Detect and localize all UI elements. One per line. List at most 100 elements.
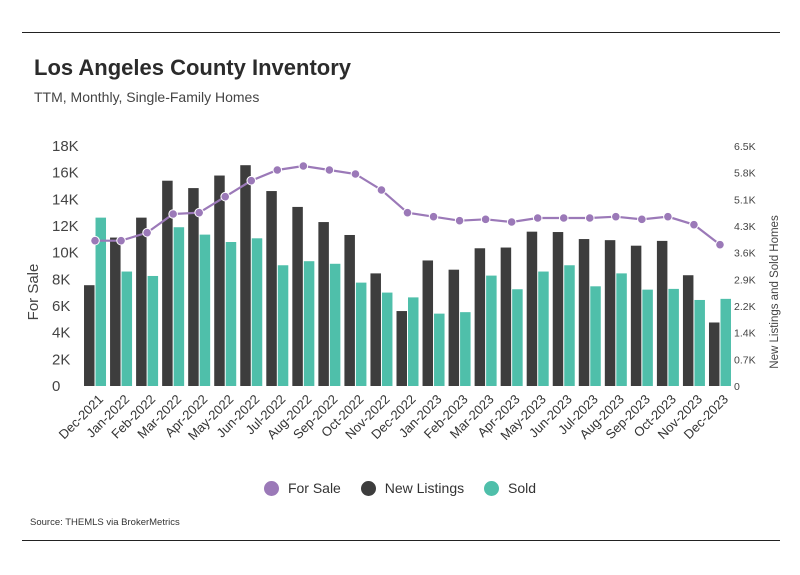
new-listings-bar: [682, 275, 694, 386]
sold-bar: [512, 289, 523, 386]
right-tick-label: 4.3K: [734, 221, 756, 233]
new-listings-bar: [656, 240, 668, 386]
legend-swatch-sold: [484, 480, 500, 496]
legend-item-new-listings: New Listings: [360, 480, 465, 496]
legend-label-sold: Sold: [508, 480, 537, 496]
for-sale-point: [272, 165, 283, 175]
sold-bar: [616, 273, 627, 386]
sold-bar: [121, 271, 133, 386]
new-listings-bar: [214, 175, 225, 386]
for-sale-point: [428, 211, 439, 222]
new-listings-bar: [240, 165, 251, 386]
for-sale-point: [506, 217, 517, 227]
for-sale-point: [298, 161, 309, 171]
for-sale-point: [611, 211, 621, 222]
for-sale-point: [558, 213, 569, 223]
legend-swatch-new-listings: [360, 480, 376, 496]
legend-item-sold: Sold: [484, 480, 536, 496]
chart-title: Los Angeles County Inventory: [34, 55, 352, 80]
sold-bar: [95, 217, 107, 386]
inventory-chart: 0 2K 4K 6K 8K 10K 12K 14K 16K 18K 0 0.7K 1.4K 2.2K 2.9…: [25, 138, 781, 443]
for-sale-point: [324, 165, 335, 175]
left-tick-label: 2K: [52, 351, 70, 368]
sold-bar: [225, 242, 237, 386]
new-listings-bar: [552, 232, 564, 386]
new-listings-bar: [500, 247, 512, 386]
left-tick-label: 4K: [52, 325, 70, 342]
right-tick-label: 0.7K: [734, 354, 756, 366]
legend-label-new-listings: New Listings: [384, 480, 465, 496]
right-tick-label: 2.2K: [734, 301, 756, 313]
for-sale-point: [480, 214, 491, 225]
left-tick-label: 18K: [52, 138, 79, 155]
sold-bar: [173, 227, 185, 386]
sold-bar: [590, 286, 601, 386]
sold-bar: [303, 261, 315, 386]
new-listings-bar: [84, 285, 95, 386]
left-tick-label: 0: [52, 378, 60, 395]
new-listings-bar: [474, 248, 486, 386]
new-listings-bar: [266, 191, 277, 386]
for-sale-point: [402, 207, 413, 218]
right-tick-label: 6.5K: [734, 141, 756, 153]
left-tick-label: 10K: [52, 245, 79, 262]
for-sale-point: [220, 191, 231, 202]
legend-item-for-sale: For Sale: [263, 480, 341, 496]
sold-bar: [720, 298, 731, 386]
sold-bar: [251, 238, 263, 386]
right-tick-label: 5.8K: [734, 168, 756, 180]
left-tick-label: 6K: [52, 298, 70, 315]
for-sale-point: [142, 227, 152, 238]
new-listings-bar: [318, 222, 329, 386]
right-tick-label: 2.9K: [734, 274, 756, 286]
sold-bar: [329, 263, 341, 386]
new-listings-bar: [292, 206, 303, 386]
for-sale-point: [90, 235, 100, 246]
sold-bar: [694, 299, 705, 386]
sold-bar: [564, 265, 575, 386]
left-tick-label: 8K: [52, 271, 70, 288]
sold-bar: [355, 282, 367, 386]
for-sale-point: [168, 209, 178, 219]
new-listings-bar: [188, 188, 199, 386]
sold-bar: [408, 297, 419, 386]
for-sale-point: [350, 169, 361, 179]
sold-bar: [486, 275, 497, 386]
new-listings-bar: [422, 260, 434, 386]
new-listings-bar: [708, 322, 720, 386]
chart-subtitle: TTM, Monthly, Single-Family Homes: [34, 89, 260, 105]
for-sale-point: [532, 213, 543, 223]
sold-bar: [538, 271, 549, 386]
new-listings-bar: [448, 269, 460, 386]
for-sale-point: [116, 235, 126, 246]
for-sale-point: [376, 185, 387, 195]
left-axis-title: For Sale: [25, 264, 42, 321]
for-sale-point: [715, 239, 725, 250]
for-sale-point: [194, 207, 204, 218]
right-tick-label: 0: [734, 381, 740, 393]
top-rule: [22, 32, 780, 33]
for-sale-point: [584, 213, 595, 223]
chart-legend: For Sale New Listings Sold: [0, 480, 800, 499]
sold-bar: [460, 312, 471, 386]
new-listings-bar: [344, 234, 355, 386]
bottom-rule: [22, 540, 780, 541]
for-sale-point: [246, 175, 257, 186]
for-sale-point: [454, 215, 465, 226]
sold-bar: [668, 288, 679, 386]
right-tick-label: 5.1K: [734, 194, 756, 206]
new-listings-bar: [110, 237, 121, 386]
sold-bar: [642, 289, 653, 386]
left-tick-label: 16K: [52, 165, 79, 182]
left-tick-label: 14K: [52, 191, 79, 208]
legend-swatch-for-sale: [263, 480, 279, 496]
new-listings-bar: [578, 239, 590, 386]
new-listings-bar: [370, 273, 381, 386]
left-tick-label: 12K: [52, 218, 79, 235]
for-sale-point: [663, 211, 673, 222]
sold-bar: [199, 234, 211, 386]
right-tick-label: 1.4K: [734, 328, 756, 340]
sold-bar: [434, 313, 445, 386]
source-note: Source: THEMLS via BrokerMetrics: [30, 517, 180, 528]
sold-bar: [147, 275, 159, 386]
